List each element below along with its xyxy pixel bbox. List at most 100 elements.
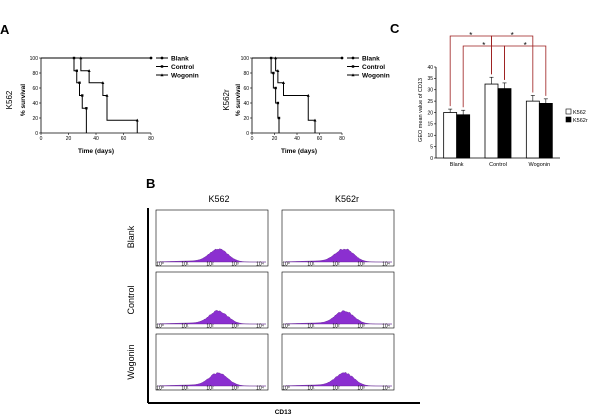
survival-k562r-legend-marker-wogonin xyxy=(351,73,355,77)
survival-k562r-x-tick-label: 40 xyxy=(294,136,300,142)
cd13-histogram-grid: K562 K562r Blank Control Wogonin CD13 10… xyxy=(126,194,420,416)
hist-k562-wogonin-tick-label: 10² xyxy=(206,385,214,391)
survival-k562r-x-tick-label: 0 xyxy=(251,136,254,142)
survival-k562-x-tick-label: 40 xyxy=(93,136,99,142)
bar-y-tick-label: 30 xyxy=(427,88,433,94)
survival-k562r-cell-label: K562r xyxy=(222,89,231,111)
survival-k562r-y-tick-label: 20 xyxy=(243,116,249,122)
hist-k562r-wogonin-tick-label: 10¹ xyxy=(307,385,315,391)
survival-k562-ylabel: % survival xyxy=(20,84,27,116)
survival-k562-wogonin-point xyxy=(135,118,139,122)
survival-k562-control-line xyxy=(41,57,87,133)
survival-k562-x-tick-label: 60 xyxy=(121,136,127,142)
survival-k562-x-tick-label: 80 xyxy=(148,136,154,142)
bar-k562r-wogonin xyxy=(538,103,553,159)
survival-k562-y-tick-label: 0 xyxy=(35,131,38,137)
hist-row-header-control: Control xyxy=(126,285,136,314)
hist-k562-control-tick-label: 10¹ xyxy=(181,323,189,329)
bar-y-tick-label: 10 xyxy=(427,133,433,139)
survival-k562r-x-tick-label: 60 xyxy=(317,136,323,142)
bar-category-label: Blank xyxy=(450,162,464,168)
bar-y-tick-label: 5 xyxy=(430,144,433,150)
survival-k562r-x-tick-label: 80 xyxy=(339,136,345,142)
survival-k562-xlabel: Time (days) xyxy=(78,148,114,155)
survival-k562r-wogonin-point xyxy=(282,81,285,84)
bar-y-tick-label: 25 xyxy=(427,99,433,105)
hist-k562r-wogonin-area xyxy=(284,371,392,387)
hist-k562-blank-tick-label: 10³ xyxy=(231,261,239,267)
hist-k562-wogonin-tick-label: 10⁰ xyxy=(156,385,164,391)
survival-k562r-x-tick-label: 20 xyxy=(272,136,278,142)
survival-k562r-legend-marker-control xyxy=(351,65,355,68)
hist-k562-control-tick-label: 10² xyxy=(206,323,214,329)
bar-k562-blank xyxy=(443,112,458,159)
panel-label-c: C xyxy=(390,21,400,36)
bar-category-label: Wogonin xyxy=(529,162,551,168)
bar-k562-control xyxy=(484,83,499,159)
bar-legend-label-k562: K562 xyxy=(573,110,586,116)
hist-k562-control-tick-label: 10⁴ xyxy=(256,323,264,329)
survival-k562r-control-point xyxy=(272,71,275,75)
hist-k562-blank-tick-label: 10² xyxy=(206,261,214,267)
hist-k562r-blank-tick-label: 10⁴ xyxy=(382,261,390,267)
survival-k562r-wogonin-line xyxy=(252,57,316,133)
panel-label-b: B xyxy=(146,176,155,191)
hist-k562-blank-area xyxy=(158,248,266,263)
sig-bracket-control-wogonin-k562r-star: * xyxy=(524,41,527,50)
bar-y-tick-label: 35 xyxy=(427,76,433,82)
cd13-bar-chart: GEO mean value of CD13 0 5 10 15 20 25 30 35 40 B… xyxy=(418,31,588,168)
hist-k562r-control-tick-label: 10⁴ xyxy=(382,323,390,329)
survival-k562r-control-point xyxy=(276,101,280,105)
survival-k562r-legend-marker-blank xyxy=(351,56,355,60)
panel-label-a: A xyxy=(0,22,10,37)
survival-k562r-y-tick-label: 60 xyxy=(243,86,249,92)
survival-k562-y-tick-label: 20 xyxy=(32,116,38,122)
hist-k562-control-tick-label: 10⁰ xyxy=(156,323,164,329)
survival-k562r-ylabel: % survival xyxy=(235,84,242,116)
survival-k562-y-tick-label: 80 xyxy=(32,71,38,77)
survival-k562-blank-point xyxy=(149,56,153,60)
hist-k562r-wogonin-tick-label: 10⁴ xyxy=(382,385,390,391)
bar-legend-swatch-k562r xyxy=(565,116,572,123)
hist-column-header-k562: K562 xyxy=(208,194,229,204)
bar-chart-ylabel: GEO mean value of CD13 xyxy=(418,78,424,142)
survival-k562-control-point xyxy=(78,81,81,84)
survival-k562-control-point xyxy=(85,107,88,110)
survival-k562r-legend-label-blank: Blank xyxy=(362,55,380,62)
survival-k562-legend-marker-wogonin xyxy=(160,73,164,77)
survival-k562-legend-label-wogonin: Wogonin xyxy=(171,72,199,79)
survival-k562-legend-marker-control xyxy=(160,65,164,68)
hist-k562-blank-tick-label: 10⁴ xyxy=(256,261,264,267)
hist-k562r-blank-tick-label: 10⁰ xyxy=(282,261,290,267)
bar-k562-wogonin xyxy=(525,100,540,159)
survival-k562-y-tick-label: 60 xyxy=(32,86,38,92)
hist-k562-blank-tick-label: 10⁰ xyxy=(156,261,164,267)
sig-bracket-blank-control-k562-star: * xyxy=(469,31,472,40)
hist-row-header-blank: Blank xyxy=(126,225,136,248)
hist-row-header-wogonin: Wogonin xyxy=(126,344,136,379)
hist-k562r-blank-tick-label: 10¹ xyxy=(307,261,315,267)
survival-k562-legend-marker-blank xyxy=(160,56,164,60)
bar-category-label: Control xyxy=(489,162,507,168)
survival-k562-legend-label-blank: Blank xyxy=(171,55,189,62)
survival-k562-y-tick-label: 100 xyxy=(30,56,39,62)
sig-bracket-blank-control-k562r-star: * xyxy=(482,41,485,50)
bar-k562r-blank xyxy=(456,114,471,159)
sig-bracket-control-wogonin-k562r xyxy=(504,45,547,96)
hist-k562r-control-tick-label: 10² xyxy=(332,323,340,329)
hist-k562r-control-tick-label: 10⁰ xyxy=(282,323,290,329)
hist-k562-wogonin-area xyxy=(158,372,266,387)
survival-k562r-control-point xyxy=(274,86,277,90)
survival-k562r-y-tick-label: 0 xyxy=(246,131,249,137)
bar-k562r-control xyxy=(497,88,512,159)
survival-k562-wogonin-point xyxy=(101,81,105,84)
hist-k562-control-tick-label: 10³ xyxy=(231,323,239,329)
survival-k562r-blank-point xyxy=(340,56,344,60)
survival-k562-control-point xyxy=(75,69,78,72)
survival-k562r-control-point xyxy=(277,116,281,120)
hist-k562-control-area xyxy=(158,309,266,325)
hist-xlabel-cd13: CD13 xyxy=(275,409,292,416)
bar-legend-label-k562r: K562r xyxy=(573,118,588,124)
survival-k562-wogonin-point xyxy=(105,93,109,97)
